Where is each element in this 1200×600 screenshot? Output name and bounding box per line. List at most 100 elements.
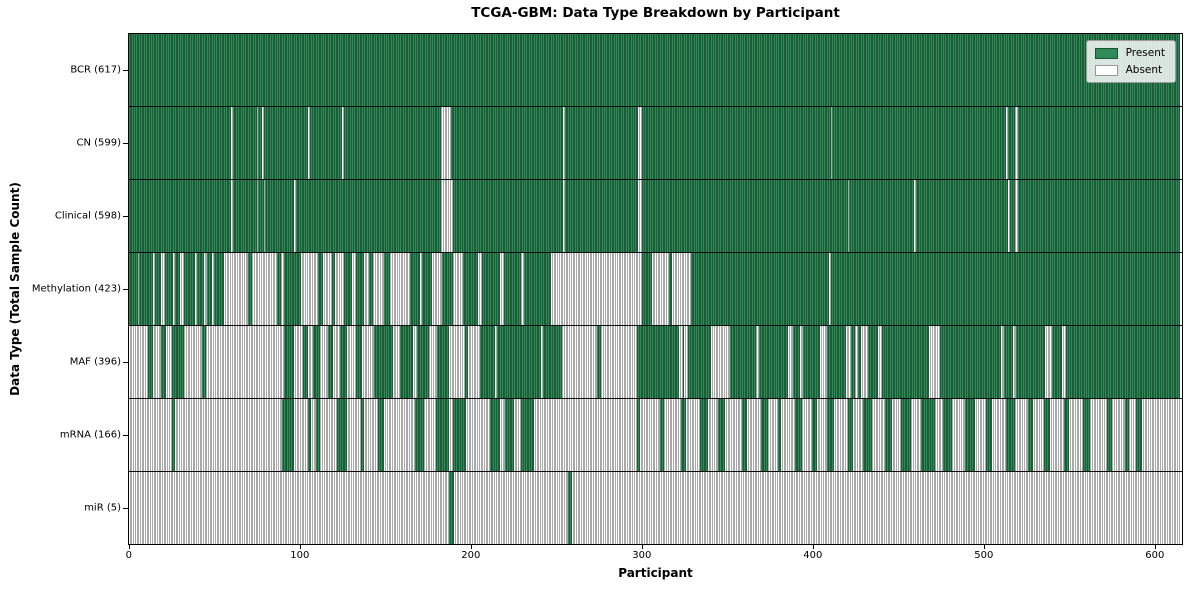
- cell: [280, 472, 283, 544]
- cell: [326, 399, 329, 471]
- cell: [960, 326, 962, 398]
- cell: [1033, 180, 1036, 252]
- cell: [1091, 253, 1093, 325]
- cell: [857, 107, 860, 179]
- cell: [212, 399, 215, 471]
- cell: [185, 399, 187, 471]
- cell: [166, 399, 169, 471]
- cell: [963, 253, 966, 325]
- cell: [353, 399, 356, 471]
- cell: [927, 34, 930, 106]
- cell: [893, 399, 896, 471]
- cell: [565, 180, 567, 252]
- cell: [214, 107, 216, 179]
- cell: [437, 107, 439, 179]
- cell: [382, 399, 385, 471]
- cell: [656, 34, 659, 106]
- cell: [1108, 472, 1110, 544]
- cell: [253, 107, 256, 179]
- cell: [955, 180, 957, 252]
- cell: [1161, 253, 1163, 325]
- chart-title: TCGA-GBM: Data Type Breakdown by Partici…: [471, 5, 840, 21]
- cell: [280, 180, 283, 252]
- cell: [520, 107, 523, 179]
- cell: [268, 399, 271, 471]
- cell: [665, 326, 668, 398]
- cell: [1067, 34, 1070, 106]
- cell: [968, 472, 971, 544]
- cell: [239, 34, 242, 106]
- cell: [892, 472, 894, 544]
- cell: [500, 326, 502, 398]
- cell: [139, 253, 141, 325]
- cell: [321, 34, 324, 106]
- cell: [760, 180, 763, 252]
- cell: [844, 253, 847, 325]
- cell: [324, 107, 327, 179]
- cell: [621, 34, 623, 106]
- cell: [924, 253, 927, 325]
- cell: [1060, 399, 1063, 471]
- cell: [576, 472, 579, 544]
- cell: [677, 326, 680, 398]
- cell: [837, 399, 840, 471]
- cell: [156, 399, 158, 471]
- cell: [541, 326, 543, 398]
- cell: [278, 34, 281, 106]
- cell: [934, 34, 937, 106]
- cell: [1040, 180, 1042, 252]
- cell: [256, 472, 259, 544]
- cell: [1016, 326, 1019, 398]
- cell: [616, 180, 618, 252]
- cell: [377, 34, 380, 106]
- cell: [501, 180, 504, 252]
- cell: [999, 34, 1001, 106]
- cell: [776, 472, 778, 544]
- cell: [391, 326, 393, 398]
- cell: [513, 180, 516, 252]
- cell: [617, 399, 620, 471]
- cell: [1021, 326, 1024, 398]
- cell: [1014, 399, 1017, 471]
- cell: [1164, 180, 1167, 252]
- cell: [691, 180, 693, 252]
- cell: [474, 253, 477, 325]
- cell: [980, 107, 983, 179]
- cell: [680, 472, 683, 544]
- cell: [384, 107, 387, 179]
- cell: [917, 253, 920, 325]
- cell: [946, 34, 949, 106]
- cell: [939, 326, 942, 398]
- cell: [536, 180, 538, 252]
- cell: [207, 472, 210, 544]
- cell: [129, 399, 131, 471]
- cell: [1169, 253, 1172, 325]
- cell: [454, 326, 456, 398]
- cell: [670, 34, 673, 106]
- cell: [459, 34, 462, 106]
- cell: [943, 107, 945, 179]
- cell: [578, 34, 581, 106]
- cell: [651, 253, 654, 325]
- cell: [132, 326, 135, 398]
- cell: [452, 399, 455, 471]
- cell: [725, 34, 727, 106]
- cell: [1142, 399, 1145, 471]
- cell: [541, 399, 543, 471]
- cell: [645, 472, 647, 544]
- cell: [590, 107, 593, 179]
- cell: [396, 399, 399, 471]
- cell: [781, 399, 783, 471]
- cell: [370, 326, 373, 398]
- cell: [406, 326, 409, 398]
- cell: [972, 326, 974, 398]
- cell: [811, 326, 814, 398]
- cell: [1125, 472, 1128, 544]
- cell: [886, 472, 889, 544]
- cell: [1067, 180, 1070, 252]
- x-tick-mark: [299, 545, 301, 549]
- cell: [1077, 180, 1080, 252]
- cell: [410, 326, 412, 398]
- cell: [416, 253, 419, 325]
- cell: [599, 34, 601, 106]
